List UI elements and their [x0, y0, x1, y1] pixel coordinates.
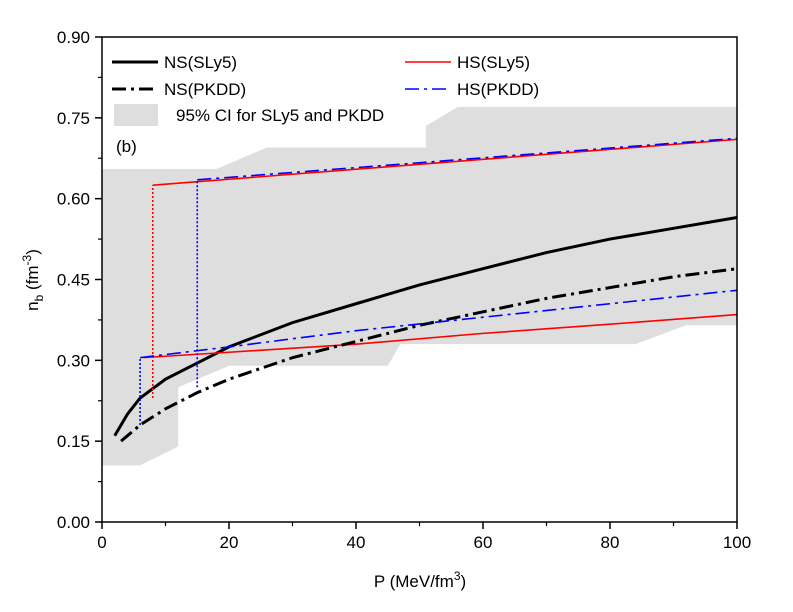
series-line	[113, 216, 738, 437]
y-tick-label: 0.90	[57, 28, 90, 47]
y-tick-label: 0.45	[57, 271, 90, 290]
x-tick-label: 40	[347, 533, 366, 552]
legend-label: NS(PKDD)	[164, 80, 246, 99]
y-tick-label: 0.60	[57, 190, 90, 209]
x-tick-label: 60	[474, 533, 493, 552]
x-axis-label: P (MeV/fm3)	[374, 569, 466, 591]
series-line	[140, 137, 738, 359]
x-tick-label: 80	[601, 533, 620, 552]
legend-label: HS(SLy5)	[457, 53, 530, 72]
y-tick-label: 0.75	[57, 109, 90, 128]
x-tick-label: 20	[220, 533, 239, 552]
y-tick-label: 0.15	[57, 432, 90, 451]
y-label-text: )	[23, 249, 42, 255]
x-label-sup: 3	[454, 569, 461, 583]
legend-label: NS(SLy5)	[164, 53, 237, 72]
y-axis-label: nb (fm-3)	[20, 249, 46, 311]
y-tick-label: 0.00	[57, 513, 90, 532]
series-line	[120, 267, 738, 443]
y-label-sup: -3	[20, 254, 34, 265]
y-label-text: (fm	[23, 265, 42, 294]
annotation: (b)	[116, 137, 137, 156]
y-label-text: n	[23, 301, 42, 310]
y-tick-label: 0.30	[57, 351, 90, 370]
x-tick-label: 0	[97, 533, 106, 552]
x-label-text: P (MeV/fm	[374, 572, 454, 591]
series-line	[143, 138, 738, 359]
x-label-text: )	[461, 572, 467, 591]
legend-swatch	[114, 104, 158, 126]
legend-label: 95% CI for SLy5 and PKDD	[176, 106, 384, 125]
y-label-sub: b	[32, 294, 46, 301]
x-tick-label: 100	[723, 533, 751, 552]
legend-label: HS(PKDD)	[457, 80, 539, 99]
